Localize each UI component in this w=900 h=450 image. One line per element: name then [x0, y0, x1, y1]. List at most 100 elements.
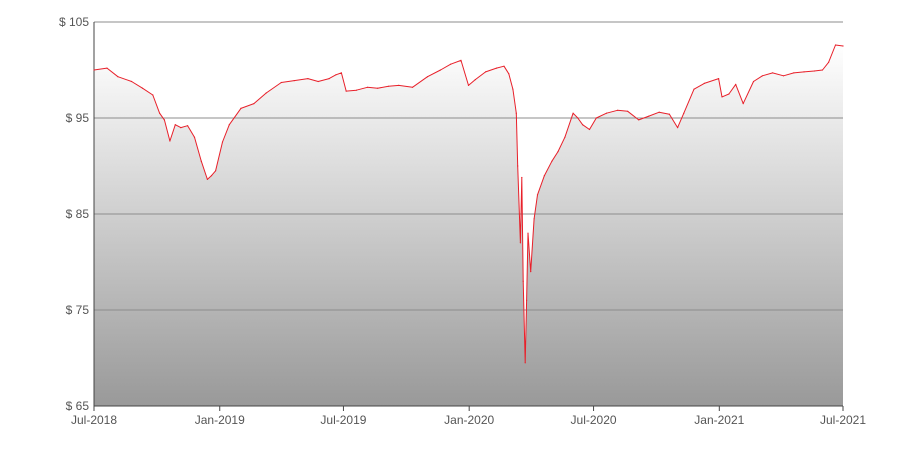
data-point: [721, 96, 723, 98]
data-point: [439, 69, 442, 71]
data-point: [803, 71, 805, 73]
data-point: [240, 107, 242, 109]
data-point: [821, 69, 824, 71]
data-point: [187, 125, 189, 127]
data-point: [648, 115, 650, 117]
y-tick-label: $ 75: [66, 303, 90, 317]
data-point: [163, 119, 165, 121]
y-tick-label: $ 85: [66, 207, 90, 221]
data-point: [834, 44, 837, 46]
data-point: [180, 127, 182, 129]
y-tick-label: $ 95: [66, 111, 90, 125]
data-point: [215, 170, 217, 172]
data-point: [340, 72, 342, 74]
data-point: [450, 63, 452, 65]
data-point: [527, 232, 529, 234]
x-tick-label: Jan-2019: [195, 413, 245, 427]
data-point: [345, 90, 347, 92]
data-point: [474, 79, 476, 81]
x-tick-label: Jul-2019: [320, 413, 366, 427]
data-point: [117, 76, 119, 78]
data-point: [551, 160, 553, 162]
data-point: [307, 78, 309, 80]
data-point: [616, 109, 619, 111]
data-point: [503, 65, 505, 67]
data-point: [752, 80, 755, 83]
data-point: [253, 103, 255, 105]
data-point: [693, 88, 695, 90]
data-point: [582, 124, 584, 126]
data-point: [317, 80, 319, 83]
data-point: [595, 117, 597, 119]
data-point: [627, 110, 629, 112]
data-point: [813, 70, 815, 72]
data-point: [793, 72, 795, 74]
data-point: [564, 136, 566, 138]
data-point: [280, 81, 282, 84]
data-point: [533, 218, 535, 220]
x-tick-label: Jan-2021: [694, 413, 744, 427]
data-point: [683, 112, 685, 114]
data-point: [782, 75, 785, 77]
data-point: [515, 112, 517, 114]
data-point: [772, 72, 774, 74]
data-point: [718, 78, 720, 80]
data-point: [842, 45, 844, 47]
data-point: [524, 362, 526, 364]
x-tick-label: Jul-2018: [71, 413, 117, 427]
data-point: [495, 67, 498, 69]
data-point: [485, 71, 487, 73]
data-point: [377, 87, 379, 89]
data-point: [460, 59, 462, 62]
data-point: [543, 175, 546, 177]
data-point: [426, 76, 429, 78]
data-point: [577, 117, 579, 119]
data-point: [605, 112, 608, 114]
data-point: [638, 119, 640, 121]
data-point: [668, 113, 671, 115]
x-tick-label: Jan-2020: [444, 413, 494, 427]
data-point: [530, 271, 532, 273]
data-point: [398, 84, 400, 86]
data-point: [728, 93, 730, 95]
data-point: [735, 83, 737, 85]
data-point: [335, 74, 337, 76]
data-point: [141, 87, 144, 89]
data-point: [221, 141, 224, 143]
data-point: [366, 86, 368, 88]
data-point: [174, 124, 176, 126]
data-point: [467, 84, 470, 86]
data-point: [210, 175, 213, 177]
y-tick-label: $ 65: [66, 399, 90, 413]
data-point: [206, 178, 208, 180]
x-tick-label: Jul-2020: [571, 413, 617, 427]
data-point: [293, 80, 295, 82]
data-point: [761, 75, 764, 77]
data-point: [658, 111, 660, 113]
data-point: [328, 78, 330, 80]
data-point: [677, 127, 679, 129]
data-point: [355, 89, 357, 91]
data-point: [508, 73, 510, 75]
data-point: [387, 85, 390, 87]
data-point: [131, 80, 133, 83]
data-point: [193, 136, 196, 138]
data-point: [106, 67, 108, 69]
data-point: [200, 160, 202, 162]
data-point: [521, 176, 523, 179]
data-point: [228, 124, 230, 126]
data-point: [93, 69, 95, 71]
data-point: [828, 61, 830, 63]
data-point: [703, 82, 705, 84]
data-point: [742, 103, 744, 105]
data-point: [519, 242, 522, 244]
data-point: [522, 280, 524, 282]
data-point: [536, 194, 539, 196]
data-point: [557, 151, 559, 153]
x-tick-label: Jul-2021: [820, 413, 866, 427]
data-point: [152, 94, 154, 96]
data-point: [588, 128, 591, 131]
data-point: [169, 140, 171, 142]
